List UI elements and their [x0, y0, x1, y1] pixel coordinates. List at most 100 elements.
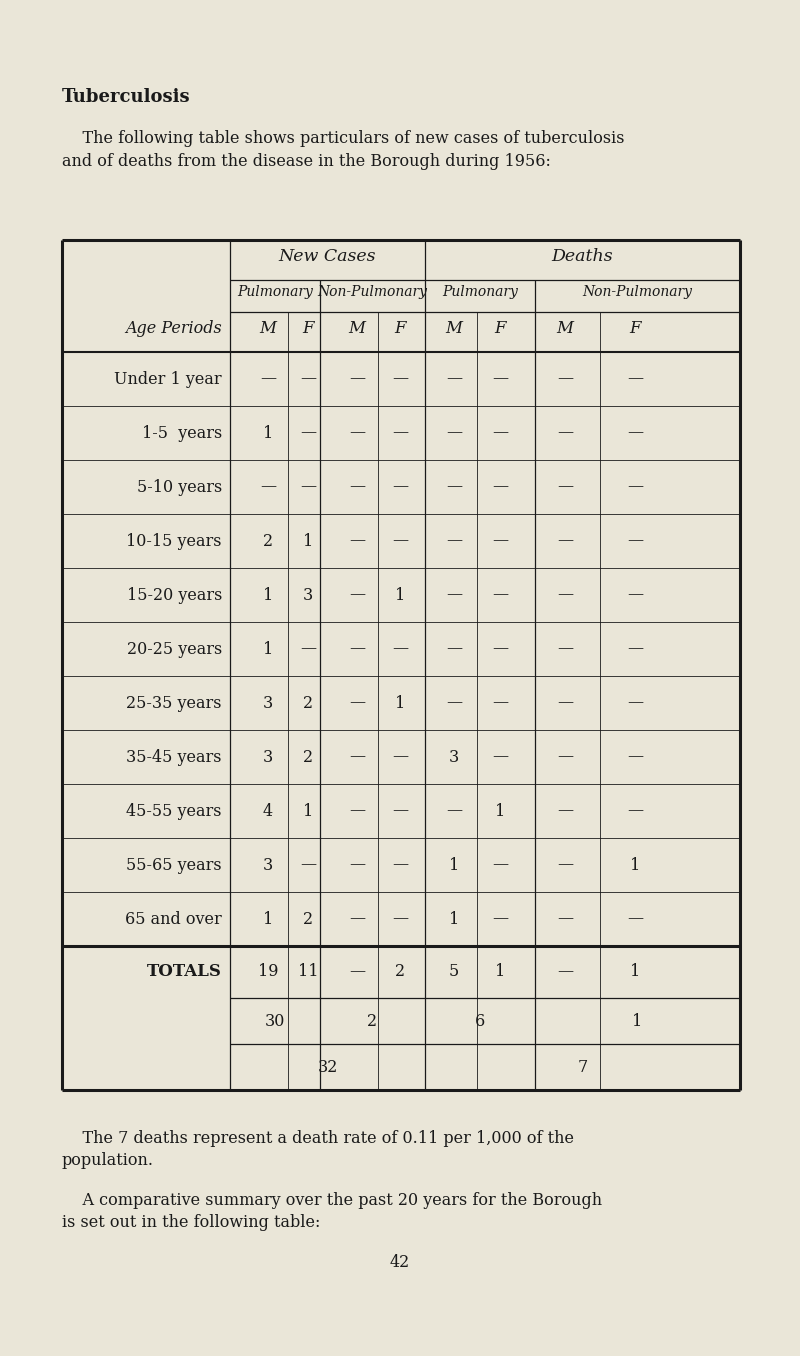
Text: M: M [446, 320, 462, 338]
Text: —: — [446, 479, 462, 495]
Text: —: — [300, 857, 316, 873]
Text: 2: 2 [303, 694, 313, 712]
Text: —: — [392, 910, 408, 928]
Text: —: — [627, 910, 643, 928]
Text: —: — [392, 749, 408, 766]
Text: —: — [627, 479, 643, 495]
Text: The following table shows particulars of new cases of tuberculosis: The following table shows particulars of… [62, 130, 625, 146]
Text: Under 1 year: Under 1 year [114, 370, 222, 388]
Text: 20-25 years: 20-25 years [126, 640, 222, 658]
Text: Age Periods: Age Periods [126, 320, 222, 338]
Text: 11: 11 [298, 964, 318, 980]
Text: 1: 1 [449, 857, 459, 873]
Text: —: — [392, 640, 408, 658]
Text: —: — [557, 479, 573, 495]
Text: 35-45 years: 35-45 years [126, 749, 222, 766]
Text: 5: 5 [449, 964, 459, 980]
Text: Non-Pulmonary: Non-Pulmonary [318, 285, 427, 300]
Text: —: — [300, 479, 316, 495]
Text: —: — [349, 424, 365, 442]
Text: —: — [557, 749, 573, 766]
Text: —: — [557, 910, 573, 928]
Text: —: — [627, 587, 643, 603]
Text: 5-10 years: 5-10 years [137, 479, 222, 495]
Text: —: — [627, 640, 643, 658]
Text: —: — [446, 640, 462, 658]
Text: 2: 2 [303, 910, 313, 928]
Text: —: — [492, 370, 508, 388]
Text: 25-35 years: 25-35 years [126, 694, 222, 712]
Text: —: — [260, 370, 276, 388]
Text: The 7 deaths represent a death rate of 0.11 per 1,000 of the: The 7 deaths represent a death rate of 0… [62, 1130, 574, 1147]
Text: —: — [260, 479, 276, 495]
Text: 3: 3 [449, 749, 459, 766]
Text: —: — [492, 910, 508, 928]
Text: —: — [392, 424, 408, 442]
Text: 3: 3 [263, 694, 273, 712]
Text: and of deaths from the disease in the Borough during 1956:: and of deaths from the disease in the Bo… [62, 153, 551, 170]
Text: 1: 1 [303, 533, 313, 549]
Text: F: F [630, 320, 641, 338]
Text: —: — [627, 370, 643, 388]
Text: —: — [392, 857, 408, 873]
Text: —: — [492, 857, 508, 873]
Text: 3: 3 [263, 857, 273, 873]
Text: 2: 2 [395, 964, 405, 980]
Text: 2: 2 [303, 749, 313, 766]
Text: 45-55 years: 45-55 years [126, 803, 222, 819]
Text: —: — [300, 640, 316, 658]
Text: —: — [349, 587, 365, 603]
Text: —: — [349, 803, 365, 819]
Text: 10-15 years: 10-15 years [126, 533, 222, 549]
Text: 1: 1 [630, 857, 640, 873]
Text: —: — [349, 370, 365, 388]
Text: population.: population. [62, 1153, 154, 1169]
Text: —: — [557, 424, 573, 442]
Text: —: — [446, 694, 462, 712]
Text: —: — [557, 587, 573, 603]
Text: —: — [392, 479, 408, 495]
Text: —: — [349, 694, 365, 712]
Text: —: — [392, 370, 408, 388]
Text: 1: 1 [263, 910, 273, 928]
Text: —: — [300, 424, 316, 442]
Text: F: F [394, 320, 406, 338]
Text: —: — [492, 640, 508, 658]
Text: 1: 1 [449, 910, 459, 928]
Text: 1: 1 [395, 694, 405, 712]
Text: 1: 1 [630, 964, 640, 980]
Text: —: — [446, 803, 462, 819]
Text: —: — [392, 533, 408, 549]
Text: —: — [446, 533, 462, 549]
Text: 7: 7 [578, 1059, 588, 1075]
Text: Tuberculosis: Tuberculosis [62, 88, 190, 106]
Text: 6: 6 [475, 1013, 485, 1029]
Text: —: — [349, 964, 365, 980]
Text: —: — [557, 803, 573, 819]
Text: —: — [446, 587, 462, 603]
Text: 2: 2 [367, 1013, 378, 1029]
Text: —: — [492, 587, 508, 603]
Text: 4: 4 [263, 803, 273, 819]
Text: F: F [494, 320, 506, 338]
Text: A comparative summary over the past 20 years for the Borough: A comparative summary over the past 20 y… [62, 1192, 602, 1210]
Text: TOTALS: TOTALS [147, 964, 222, 980]
Text: —: — [349, 479, 365, 495]
Text: M: M [349, 320, 366, 338]
Text: 1: 1 [632, 1013, 642, 1029]
Text: —: — [557, 640, 573, 658]
Text: M: M [557, 320, 574, 338]
Text: —: — [492, 533, 508, 549]
Text: 2: 2 [263, 533, 273, 549]
Text: 1: 1 [395, 587, 405, 603]
Text: 19: 19 [258, 964, 278, 980]
Text: 3: 3 [303, 587, 313, 603]
Text: —: — [557, 370, 573, 388]
Text: —: — [492, 424, 508, 442]
Text: —: — [557, 964, 573, 980]
Text: 1: 1 [263, 640, 273, 658]
Text: F: F [302, 320, 314, 338]
Text: —: — [349, 640, 365, 658]
Text: 1: 1 [303, 803, 313, 819]
Text: Pulmonary: Pulmonary [442, 285, 518, 300]
